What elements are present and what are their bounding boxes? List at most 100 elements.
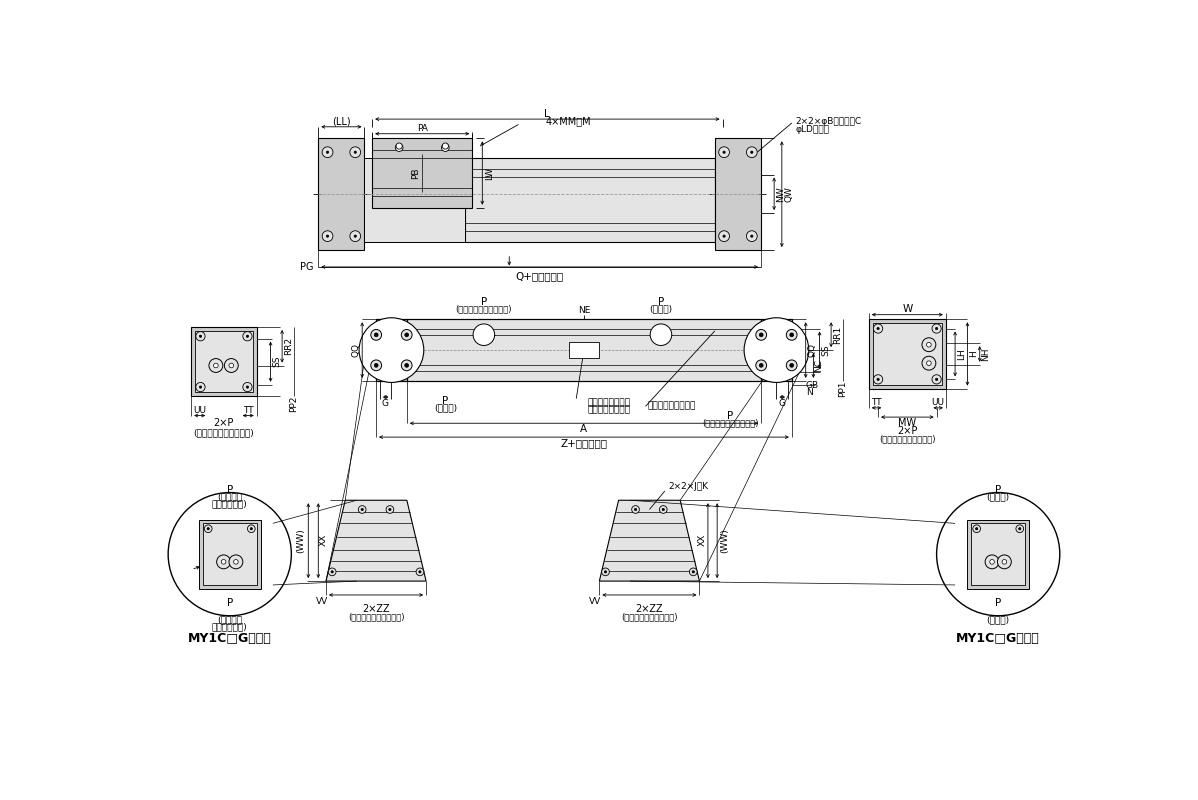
Circle shape (922, 338, 936, 352)
Circle shape (168, 493, 291, 616)
Circle shape (442, 143, 448, 149)
Text: (六角穴付テーパプラグ): (六角穴付テーパプラグ) (347, 612, 404, 621)
Bar (376, 319, 792, 381)
Text: (六角穴付テーパプラグ): (六角穴付テーパプラグ) (455, 305, 512, 314)
Text: MY1C□Gの場合: MY1C□Gの場合 (188, 632, 272, 646)
Text: NH: NH (981, 347, 991, 361)
Text: φLD通し穴: φLD通し穴 (795, 125, 830, 134)
Circle shape (243, 332, 252, 341)
Bar (192, 327, 256, 396)
Bar (202, 523, 256, 585)
Text: テーパプラグ): テーパプラグ) (212, 622, 248, 631)
Circle shape (789, 333, 793, 337)
Circle shape (719, 230, 730, 242)
Circle shape (388, 508, 391, 510)
Bar (465, 158, 715, 242)
Text: XX: XX (698, 534, 707, 546)
Circle shape (786, 330, 797, 340)
Circle shape (746, 147, 757, 158)
Circle shape (217, 555, 230, 569)
Text: UU: UU (932, 398, 945, 407)
Circle shape (229, 555, 243, 569)
Circle shape (719, 147, 730, 158)
Circle shape (932, 324, 942, 333)
Text: (六角穴付テーパプラグ): (六角穴付テーパプラグ) (621, 612, 678, 621)
Circle shape (248, 525, 255, 533)
Text: P: P (996, 486, 1002, 495)
Text: (六角穴付テーパプラグ): (六角穴付テーパプラグ) (879, 434, 936, 443)
Text: PB: PB (412, 167, 420, 178)
Bar (376, 319, 792, 381)
Circle shape (350, 147, 361, 158)
Circle shape (689, 568, 697, 576)
Text: P: P (480, 298, 486, 307)
Circle shape (786, 360, 797, 370)
Circle shape (405, 363, 409, 367)
Circle shape (350, 230, 361, 242)
Bar (872, 323, 942, 385)
Text: A: A (580, 425, 587, 434)
Text: (六角穴付テーパプラグ): (六角穴付テーパプラグ) (702, 418, 758, 428)
Bar (319, 138, 364, 250)
Circle shape (922, 356, 936, 370)
Text: (六角穴付: (六角穴付 (217, 493, 242, 502)
Circle shape (1018, 527, 1021, 530)
Bar (569, 342, 599, 358)
Circle shape (401, 360, 412, 370)
Bar (376, 319, 407, 381)
Circle shape (789, 363, 793, 367)
Circle shape (416, 568, 424, 576)
Text: SS: SS (821, 344, 830, 356)
Text: NE: NE (577, 306, 591, 314)
Circle shape (322, 147, 333, 158)
Text: L: L (544, 109, 550, 118)
Circle shape (659, 506, 667, 514)
Text: LW: LW (485, 166, 494, 179)
Text: 2×ZZ: 2×ZZ (362, 604, 389, 614)
Circle shape (442, 144, 449, 151)
Text: VV: VV (589, 597, 601, 606)
Text: G: G (779, 399, 786, 409)
Circle shape (973, 525, 980, 533)
Circle shape (932, 374, 942, 384)
Text: オートスイッチ用: オートスイッチ用 (588, 398, 631, 407)
Circle shape (985, 555, 999, 569)
Text: H: H (969, 350, 978, 358)
Circle shape (998, 555, 1011, 569)
Text: TT: TT (243, 406, 254, 414)
Circle shape (199, 335, 201, 338)
Text: (ポート): (ポート) (987, 615, 1010, 624)
Text: P: P (996, 598, 1002, 608)
Circle shape (631, 506, 640, 514)
Circle shape (601, 568, 610, 576)
Text: P: P (727, 410, 733, 421)
Circle shape (873, 374, 883, 384)
Circle shape (195, 382, 205, 392)
Circle shape (326, 151, 328, 154)
Circle shape (386, 506, 394, 514)
Circle shape (326, 235, 328, 238)
Circle shape (371, 330, 382, 340)
Circle shape (361, 508, 363, 510)
Circle shape (651, 324, 672, 346)
Circle shape (229, 363, 234, 368)
Circle shape (207, 527, 210, 530)
Circle shape (936, 327, 938, 330)
Bar (407, 319, 761, 381)
Circle shape (208, 358, 223, 373)
Text: RR1: RR1 (833, 326, 842, 344)
Circle shape (401, 330, 412, 340)
Circle shape (328, 568, 335, 576)
Circle shape (331, 570, 333, 573)
Text: 2×ZZ: 2×ZZ (636, 604, 664, 614)
Circle shape (358, 506, 367, 514)
Text: MW: MW (898, 418, 916, 428)
Text: 4×MM深M: 4×MM深M (545, 117, 591, 126)
Circle shape (213, 363, 218, 368)
Polygon shape (326, 500, 426, 581)
Circle shape (662, 508, 665, 510)
Text: PA: PA (417, 124, 428, 133)
Circle shape (250, 527, 253, 530)
Circle shape (247, 335, 249, 338)
Text: (LL): (LL) (332, 117, 351, 126)
